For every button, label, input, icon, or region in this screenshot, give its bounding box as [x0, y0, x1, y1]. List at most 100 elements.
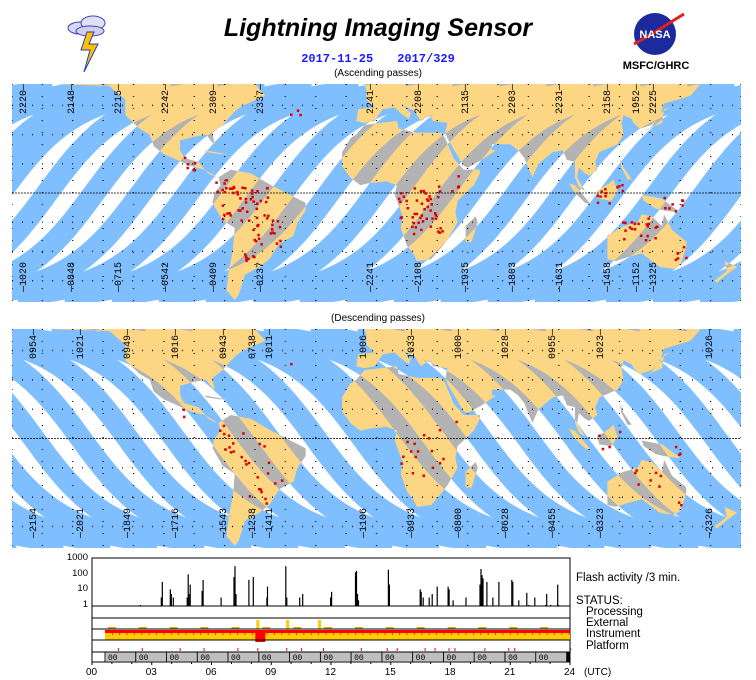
lightning-flash	[434, 217, 438, 220]
lightning-flash	[224, 448, 227, 451]
ascending-map	[12, 84, 741, 302]
lightning-flash	[244, 197, 248, 201]
lightning-cloud-icon	[67, 15, 106, 73]
lightning-flash	[264, 200, 268, 204]
lightning-flash	[618, 430, 622, 434]
lightning-flash	[596, 194, 600, 197]
instrument-tick	[473, 632, 474, 635]
flash-bar	[299, 597, 301, 606]
chart-frame	[91, 557, 571, 663]
lightning-flash	[622, 221, 625, 224]
instrument-tick	[524, 632, 526, 635]
instrument-tick	[561, 632, 563, 635]
pass-time-label: 2225—	[649, 84, 660, 115]
pass-time-label: 2208—	[414, 84, 425, 115]
lightning-flash	[616, 186, 619, 189]
pass-time-label: —1411	[265, 508, 276, 539]
lightning-flash	[608, 202, 611, 205]
lightning-flash	[429, 209, 432, 212]
lightning-flash	[265, 187, 269, 190]
pass-time-label: —1458	[603, 262, 614, 293]
instrument-tick	[495, 632, 496, 635]
instrument-marker	[478, 627, 487, 629]
flash-bar	[481, 575, 483, 606]
lightning-flash	[599, 195, 602, 198]
lightning-flash	[251, 189, 254, 192]
lightning-flash	[232, 191, 235, 195]
lightning-flash	[216, 190, 219, 194]
x-tick-label: 03	[145, 667, 157, 678]
pass-time-label: —1631	[555, 262, 566, 293]
instrument-status-bar	[104, 630, 570, 640]
flash-bar	[431, 594, 433, 606]
pass-time-label: —0323	[596, 508, 607, 539]
lightning-flash	[598, 434, 601, 437]
lightning-flash	[290, 362, 293, 366]
lightning-flash	[186, 166, 189, 170]
pass-time-label: 2309—	[209, 84, 220, 115]
flash-bar	[534, 597, 536, 606]
flash-bar	[286, 597, 288, 606]
pass-time-label: 1016—	[171, 329, 182, 360]
svg-text:NASA: NASA	[639, 29, 670, 41]
pass-time-label: —0628	[501, 508, 512, 539]
lightning-flash	[442, 457, 445, 461]
nasa-logo: NASA	[633, 12, 685, 55]
lightning-flash	[271, 228, 274, 231]
swath-band	[12, 453, 158, 548]
lightning-flash	[260, 243, 263, 246]
flash-bar	[492, 597, 494, 606]
instrument-marker	[354, 627, 363, 629]
lightning-flash	[430, 203, 433, 206]
flash-bar	[526, 592, 528, 606]
lightning-flash	[245, 257, 248, 260]
orbit-label: 00	[323, 654, 333, 663]
lightning-flash	[222, 424, 226, 428]
lightning-flash	[252, 228, 255, 232]
swath-band	[191, 329, 534, 548]
instrument-tick	[170, 632, 172, 635]
swath-band	[12, 84, 100, 125]
instrument-tick	[251, 632, 253, 635]
lightning-flash	[678, 453, 681, 456]
swath-band	[17, 84, 359, 302]
platform-tick	[301, 648, 303, 651]
x-tick-label: 15	[384, 667, 396, 678]
instrument-tick	[465, 632, 467, 635]
lightning-flash	[438, 428, 442, 432]
instrument-marker	[138, 627, 147, 629]
lightning-flash	[257, 237, 261, 240]
lightning-flash	[271, 223, 274, 227]
flash-bar	[480, 569, 482, 606]
status-platform: Platform	[586, 640, 629, 652]
lightning-flash	[412, 232, 416, 236]
platform-tick	[257, 648, 259, 651]
instrument-tick	[288, 632, 290, 635]
lightning-flash	[419, 190, 423, 193]
x-axis-label: (UTC)	[584, 667, 612, 678]
platform-tick	[117, 648, 119, 651]
flash-bar	[170, 594, 172, 606]
lightning-flash	[637, 222, 640, 226]
x-tick-label: 12	[325, 667, 337, 678]
lightning-flash	[405, 199, 408, 203]
flash-bar	[233, 577, 235, 606]
lightning-flash	[231, 187, 234, 190]
lightning-flash	[674, 210, 678, 213]
lightning-flash	[604, 188, 607, 191]
lightning-flash	[242, 432, 245, 435]
flash-bar	[422, 597, 424, 606]
instrument-tick	[509, 632, 511, 635]
lightning-flash	[266, 217, 269, 220]
lightning-flash	[258, 442, 261, 446]
lightning-flash	[656, 225, 659, 228]
lightning-flash	[400, 216, 403, 219]
platform-tick	[360, 648, 362, 651]
instrument-marker	[447, 627, 456, 629]
pass-time-label: 2220—	[19, 84, 30, 115]
lightning-flash	[193, 169, 197, 172]
flash-bar	[545, 605, 547, 606]
instrument-tick	[458, 632, 460, 635]
orbit-label: 00	[539, 654, 549, 663]
lightning-flash	[221, 188, 224, 192]
